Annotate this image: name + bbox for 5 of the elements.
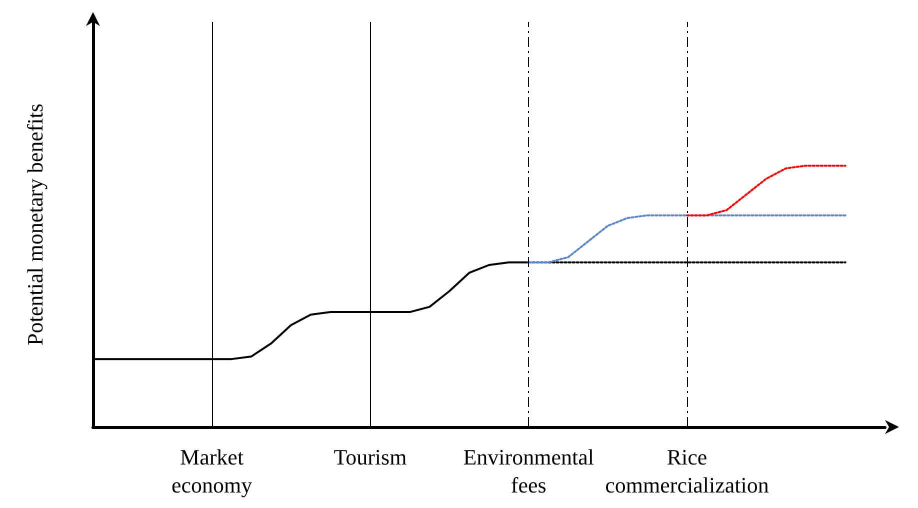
- x-tick-label: Environmental fees: [463, 444, 594, 498]
- x-tick-label: Tourism: [334, 444, 407, 470]
- y-axis-title: Potential monetary benefits: [22, 104, 48, 346]
- x-tick-label: Rice commercialization: [605, 444, 769, 498]
- x-tick-label: Market economy: [171, 444, 252, 498]
